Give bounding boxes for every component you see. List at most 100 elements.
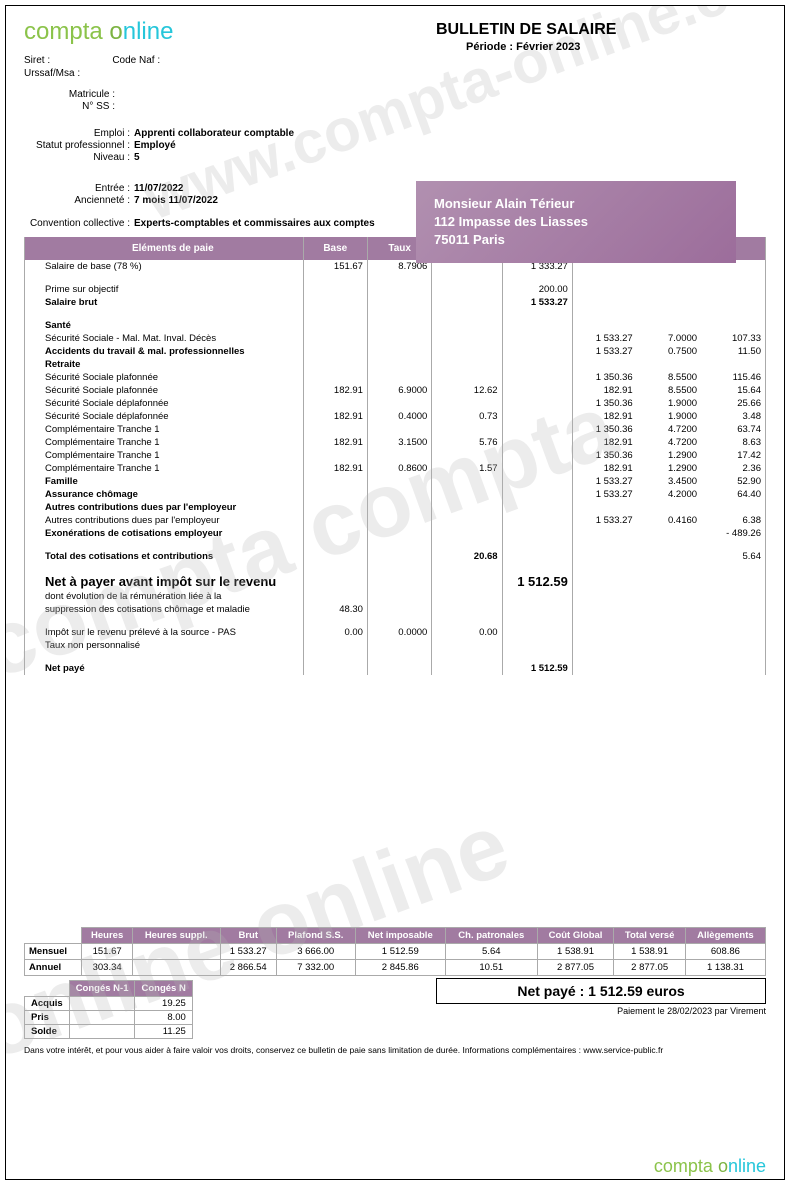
row-label: Sécurité Sociale plafonnée [25,384,304,397]
row-pat-taux [637,639,701,652]
row-base [303,423,367,436]
conges-col: Congés N-1 [69,981,135,997]
row-deduire: 1.57 [432,462,502,475]
row-base: 48.30 [303,603,367,616]
row-pat-taux: 1.9000 [637,410,701,423]
row-taux [367,423,431,436]
payroll-row: Total des cotisations et contributions20… [25,550,766,563]
net-pay-box: Net payé : 1 512.59 euros [436,978,766,1004]
row-pat-amt [701,319,765,332]
row-pat-taux: 4.2000 [637,488,701,501]
row-label: Complémentaire Tranche 1 [25,449,304,462]
matricule-label: Matricule : [24,89,119,100]
urssaf-label: Urssaf/Msa : [24,68,84,79]
row-label: Salaire de base (78 %) [25,260,304,273]
payroll-row: Prime sur objectif200.00 [25,283,766,296]
row-payer [502,488,572,501]
statut-value: Employé [134,140,176,151]
row-label: Autres contributions dues par l'employeu… [25,514,304,527]
row-taux [367,296,431,309]
row-label: Taux non personnalisé [25,639,304,652]
row-pat-taux [637,573,701,590]
row-taux: 3.1500 [367,436,431,449]
row-label: Net payé [25,662,304,675]
row-pat-taux: 4.7200 [637,436,701,449]
row-base [303,371,367,384]
row-pat-amt: 64.40 [701,488,765,501]
col-base: Base [303,237,367,260]
row-base [303,514,367,527]
conges-cell [69,997,135,1011]
row-pat-base: 1 533.27 [572,514,636,527]
summary-cell: 2 845.86 [355,960,445,976]
row-payer [502,527,572,540]
conges-row: Pris8.00 [25,1011,193,1025]
row-taux: 0.8600 [367,462,431,475]
row-base [303,345,367,358]
row-deduire [432,573,502,590]
row-pat-amt: 3.48 [701,410,765,423]
conges-cell: 11.25 [135,1025,192,1039]
row-pat-base [572,626,636,639]
period-value: Février 2023 [516,41,580,53]
row-taux [367,590,431,603]
payroll-row: Sécurité Sociale déplafonnée1 350.361.90… [25,397,766,410]
row-label: Salaire brut [25,296,304,309]
anc-label: Ancienneté : [24,195,134,206]
row-label: Santé [25,319,304,332]
row-pat-base [572,573,636,590]
row-pat-base: 1 350.36 [572,449,636,462]
row-payer [502,449,572,462]
payroll-table: Eléments de paie Base Taux A déduire A p… [24,237,766,675]
summary-cell: 1 538.91 [614,944,685,960]
row-pat-taux: 1.2900 [637,462,701,475]
payroll-row: Sécurité Sociale - Mal. Mat. Inval. Décè… [25,332,766,345]
emploi-label: Emploi : [24,128,134,139]
row-pat-base [572,501,636,514]
conges-table: Congés N-1Congés N Acquis19.25Pris8.00So… [24,980,193,1039]
row-taux: 6.9000 [367,384,431,397]
row-label: Complémentaire Tranche 1 [25,462,304,475]
row-pat-amt [701,296,765,309]
payroll-row: Autres contributions dues par l'employeu… [25,501,766,514]
conges-cell [69,1025,135,1039]
row-pat-base [572,283,636,296]
row-pat-taux [637,501,701,514]
row-deduire [432,488,502,501]
row-pat-base: 182.91 [572,384,636,397]
summary-col: Allègements [685,928,765,944]
row-pat-base [572,662,636,675]
payroll-row: Complémentaire Tranche 1182.910.86001.57… [25,462,766,475]
row-payer [502,371,572,384]
row-pat-taux [637,603,701,616]
row-pat-taux [637,358,701,371]
row-pat-taux: 0.4160 [637,514,701,527]
row-pat-taux: 8.5500 [637,384,701,397]
summary-cell: 7 332.00 [276,960,355,976]
payroll-row: Exonérations de cotisations employeur- 4… [25,527,766,540]
row-base: 182.91 [303,384,367,397]
row-pat-taux: 3.4500 [637,475,701,488]
payroll-row: Complémentaire Tranche 1182.913.15005.76… [25,436,766,449]
row-pat-amt: 17.42 [701,449,765,462]
row-taux [367,662,431,675]
row-label: suppression des cotisations chômage et m… [25,603,304,616]
row-pat-amt: 8.63 [701,436,765,449]
row-payer [502,550,572,563]
row-deduire [432,603,502,616]
row-deduire: 0.00 [432,626,502,639]
col-elements: Eléments de paie [25,237,304,260]
disclaimer: Dans votre intérêt, et pour vous aider à… [24,1045,766,1055]
row-payer [502,319,572,332]
row-taux [367,332,431,345]
footer-logo: compta online [654,1156,766,1177]
row-base [303,590,367,603]
row-pat-base [572,358,636,371]
row-pat-amt: 52.90 [701,475,765,488]
row-deduire [432,662,502,675]
row-payer [502,436,572,449]
row-taux [367,449,431,462]
row-payer [502,384,572,397]
emploi-value: Apprenti collaborateur comptable [134,128,294,139]
conges-row-label: Solde [25,1025,70,1039]
